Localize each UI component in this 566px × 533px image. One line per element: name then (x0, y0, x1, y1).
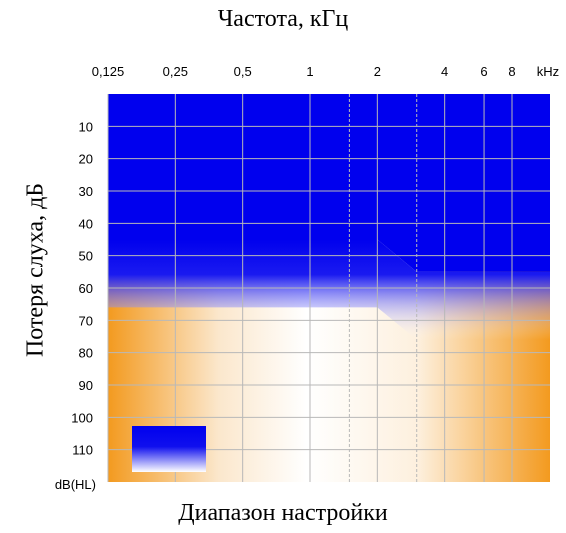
x-tick-label: 1 (306, 64, 313, 79)
x-tick-label: 0,125 (92, 64, 125, 79)
x-tick-label: 0,25 (163, 64, 188, 79)
y-tick-label: 30 (79, 184, 93, 199)
x-tick-label: 4 (441, 64, 448, 79)
x-axis-label: Диапазон настройки (178, 500, 388, 526)
x-tick-label: 2 (374, 64, 381, 79)
x-tick-label: 6 (480, 64, 487, 79)
y-tick-label: 90 (79, 378, 93, 393)
x-tick-label: 8 (508, 64, 515, 79)
y-tick-label: 50 (79, 249, 93, 264)
y-tick-label: 20 (79, 152, 93, 167)
transition-band (108, 239, 550, 340)
y-tick-label: 70 (79, 313, 93, 328)
y-axis-label: Потеря слуха, дБ (22, 182, 49, 358)
x-unit-label: kHz (537, 64, 559, 79)
y-tick-label: 80 (79, 346, 93, 361)
y-tick-label: 110 (72, 443, 93, 458)
upper-band-area (108, 94, 550, 272)
y-tick-label: 10 (79, 119, 93, 134)
y-unit-label: dB(HL) (55, 477, 96, 492)
y-tick-label: 100 (71, 410, 93, 425)
y-tick-label: 40 (79, 216, 93, 231)
y-tick-label: 60 (79, 281, 93, 296)
chart-title: Частота, кГц (217, 6, 349, 32)
legend-swatch (132, 426, 206, 472)
x-tick-label: 0,5 (234, 64, 252, 79)
